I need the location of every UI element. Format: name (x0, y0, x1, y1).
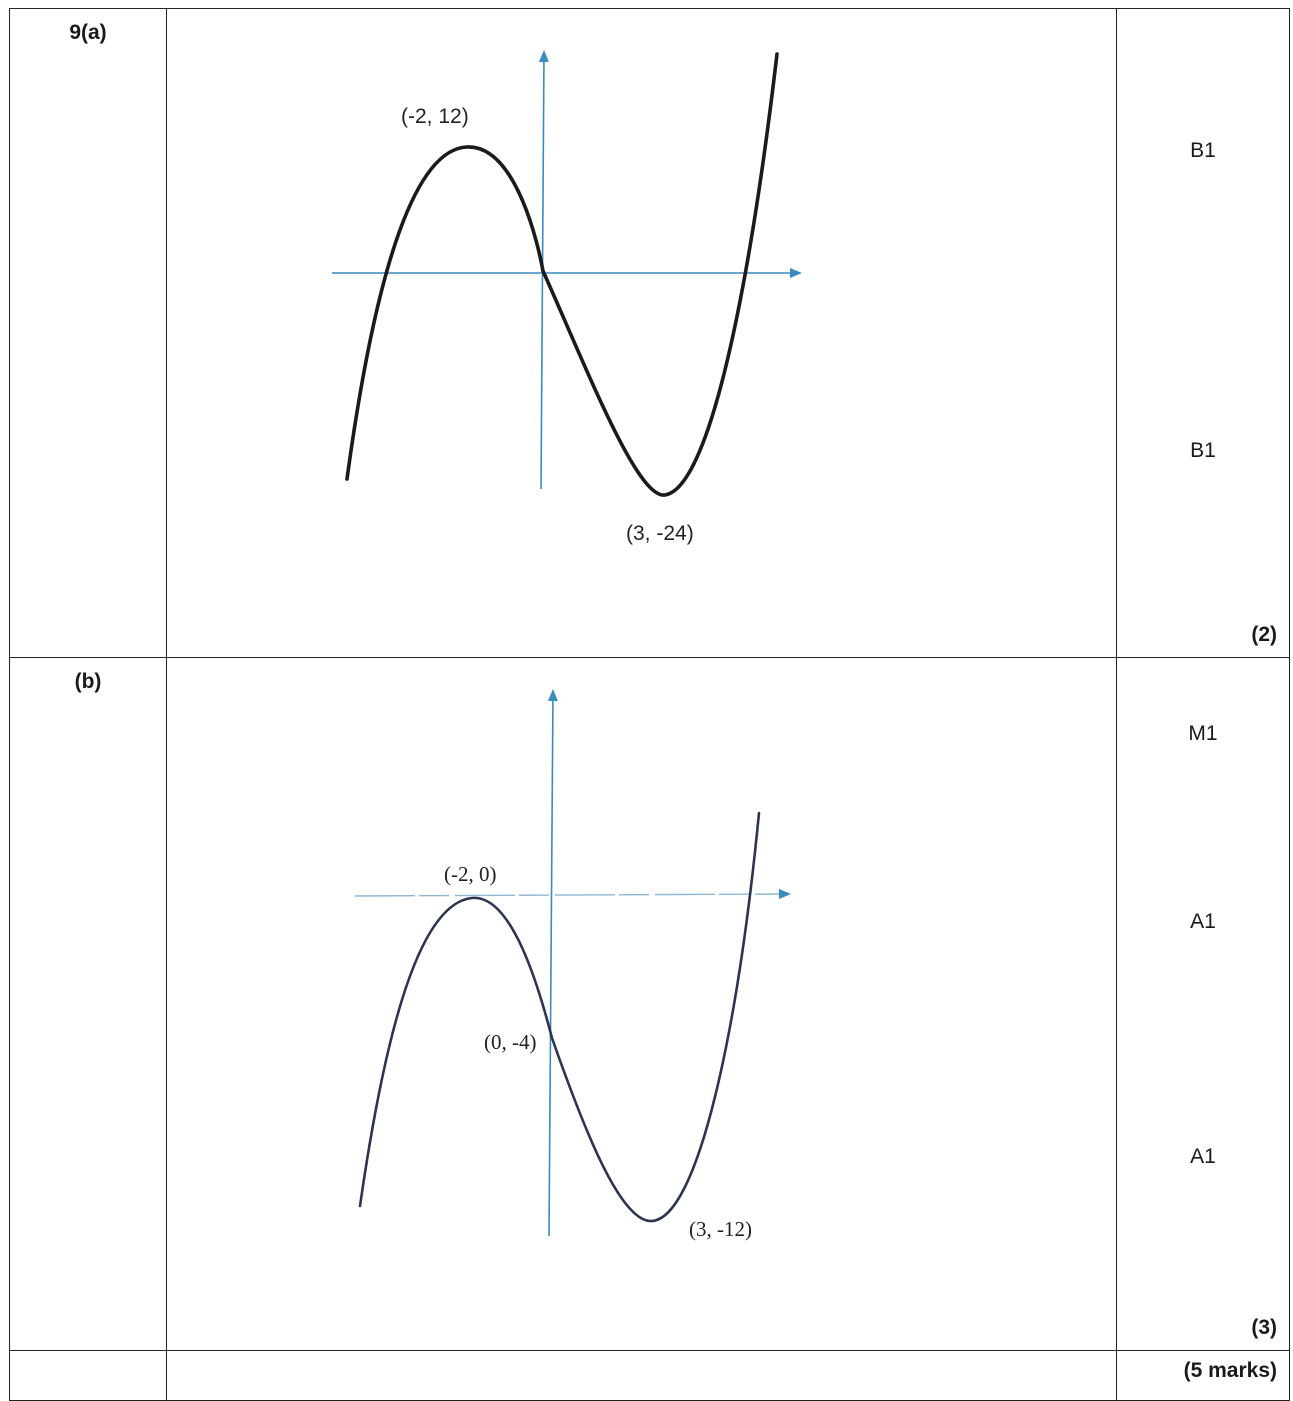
question-label-b: (b) (74, 670, 102, 693)
total-row-body-cell (166, 1350, 1117, 1401)
max-point-label-b: (-2, 0) (444, 862, 496, 886)
y-axis-b (547, 689, 558, 1237)
subtotal-a: (2) (1251, 623, 1277, 646)
mark-b-1: M1 (1188, 722, 1218, 745)
cubic-graph-a: (-2, 12) (3, -24) (332, 50, 802, 545)
marks-cell-a: B1 B1 (2) (1116, 8, 1290, 658)
curve-a (345, 52, 779, 497)
mark-b-3: A1 (1190, 1145, 1216, 1168)
min-point-label-a: (3, -24) (626, 522, 694, 545)
graph-cell-a: (-2, 12) (3, -24) (166, 8, 1117, 658)
total-row: (5 marks) (9, 1350, 1290, 1401)
question-label-cell-b: (b) (9, 657, 167, 1351)
subtotal-b: (3) (1251, 1316, 1277, 1339)
mark-a-2: B1 (1190, 439, 1216, 462)
max-point-label-a: (-2, 12) (401, 105, 469, 128)
graph-cell-b: (-2, 0) (0, -4) (3, -12) (166, 657, 1117, 1351)
min-point-label-b: (3, -12) (689, 1217, 752, 1241)
total-row-label-cell (9, 1350, 167, 1401)
question-label-a: 9(a) (69, 21, 107, 44)
question-row-a: 9(a) (-2, 12) (3, -24) B1 B1 (2) (9, 8, 1290, 658)
mark-a-1: B1 (1190, 139, 1216, 162)
question-label-cell-a: 9(a) (9, 8, 167, 658)
y-intercept-label-b: (0, -4) (484, 1030, 536, 1054)
mark-scheme-table: 9(a) (-2, 12) (3, -24) B1 B1 (2) (9, 8, 1290, 1401)
total-marks: (5 marks) (1183, 1359, 1277, 1382)
curve-b (358, 811, 761, 1223)
marks-cell-b: M1 A1 A1 (3) (1116, 657, 1290, 1351)
cubic-graph-b: (-2, 0) (0, -4) (3, -12) (354, 689, 791, 1241)
question-row-b: (b) (-2, 0) (0, -4) (3, -12) M1 A1 A1 (9, 657, 1290, 1351)
total-marks-cell: (5 marks) (1116, 1350, 1290, 1401)
mark-b-2: A1 (1190, 910, 1216, 933)
x-axis-b (354, 889, 791, 900)
